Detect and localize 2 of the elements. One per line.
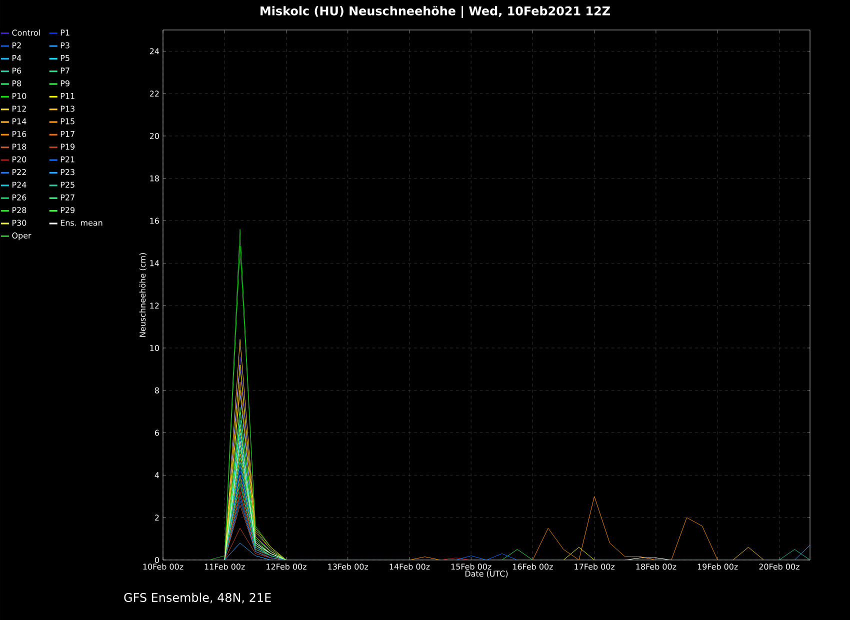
chart-title: Miskolc (HU) Neuschneehöhe | Wed, 10Feb2021 12Z <box>260 6 610 18</box>
text: GFS Ensemble, 48N, 21E <box>124 592 271 604</box>
